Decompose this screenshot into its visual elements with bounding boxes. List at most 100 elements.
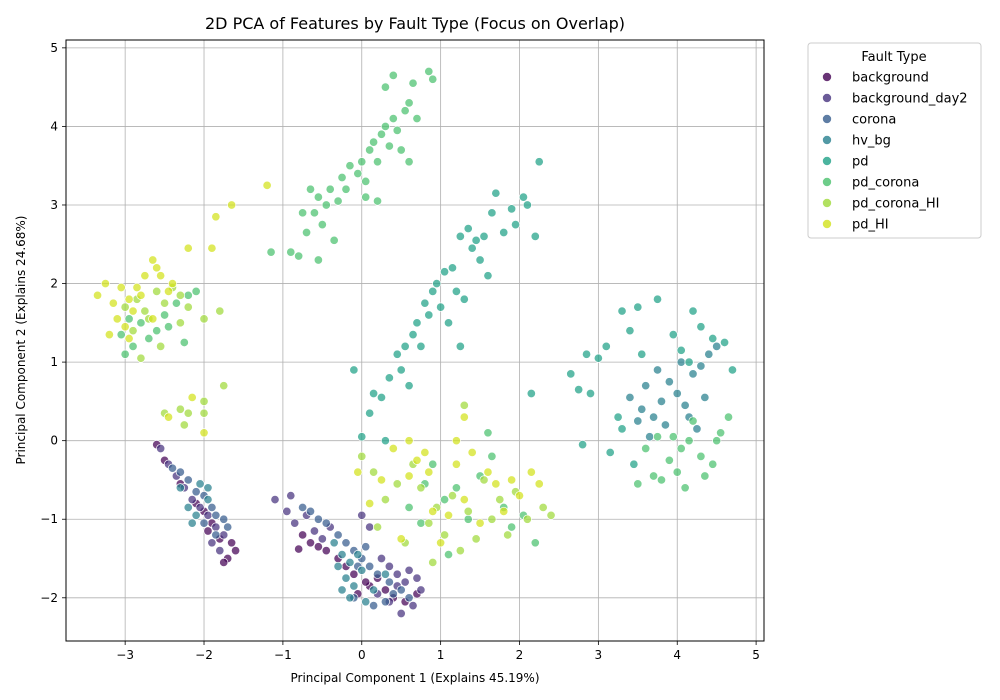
data-point — [175, 467, 185, 477]
data-point — [645, 432, 655, 442]
data-point — [380, 597, 390, 607]
data-point — [471, 534, 481, 544]
data-point — [313, 514, 323, 524]
data-point — [420, 298, 430, 308]
y-tick-label: 4 — [50, 119, 58, 133]
data-point — [499, 506, 509, 516]
data-point — [152, 326, 162, 336]
data-point — [262, 180, 272, 190]
data-point — [207, 502, 217, 512]
data-point — [451, 459, 461, 469]
data-point — [361, 192, 371, 202]
data-point — [467, 447, 477, 458]
data-point — [530, 538, 540, 548]
data-point — [345, 557, 355, 567]
data-point — [372, 522, 383, 532]
data-point — [203, 510, 213, 520]
data-point — [526, 388, 536, 399]
data-point — [357, 432, 367, 442]
data-point — [376, 129, 387, 139]
legend-marker — [822, 135, 832, 145]
data-point — [404, 471, 414, 481]
legend-label: hv_bg — [852, 134, 891, 149]
data-point — [384, 373, 394, 383]
data-point — [191, 487, 201, 497]
data-point — [152, 263, 162, 273]
data-point — [511, 220, 521, 230]
data-point — [349, 365, 359, 375]
data-point — [443, 318, 454, 328]
data-point — [463, 514, 473, 524]
data-point — [716, 428, 726, 438]
data-point — [211, 510, 221, 520]
data-point — [365, 145, 375, 155]
data-point — [534, 479, 544, 489]
data-point — [696, 451, 706, 461]
x-tick-label: 5 — [752, 648, 760, 662]
data-point — [365, 408, 375, 418]
data-point — [183, 408, 193, 418]
x-tick-label: 2 — [516, 648, 524, 662]
data-point — [412, 573, 422, 583]
data-point — [428, 459, 438, 469]
data-point — [479, 475, 489, 485]
data-point — [684, 436, 694, 446]
data-point — [357, 565, 367, 575]
data-point — [436, 302, 446, 312]
data-point — [633, 416, 643, 426]
data-point — [104, 330, 114, 340]
data-point — [337, 550, 347, 560]
data-point — [187, 518, 197, 528]
data-point — [199, 428, 209, 438]
data-point — [518, 192, 528, 202]
legend-marker — [822, 177, 832, 187]
data-point — [187, 392, 197, 403]
data-point — [400, 577, 410, 587]
data-point — [376, 553, 387, 564]
data-point — [167, 278, 178, 289]
data-point — [652, 365, 663, 375]
data-point — [546, 510, 556, 520]
x-tick-label: 4 — [673, 648, 681, 662]
data-point — [443, 550, 454, 560]
data-point — [412, 114, 422, 124]
x-tick-label: −3 — [116, 648, 134, 662]
data-point — [447, 263, 458, 273]
data-point — [487, 208, 497, 218]
data-point — [376, 475, 387, 485]
data-point — [566, 369, 576, 379]
data-point — [341, 538, 351, 548]
data-point — [483, 467, 493, 477]
data-point — [124, 333, 134, 344]
data-point — [696, 322, 706, 332]
y-tick-label: −1 — [40, 512, 58, 526]
data-point — [317, 220, 327, 230]
data-point — [333, 196, 343, 206]
data-point — [507, 475, 517, 485]
data-point — [404, 381, 414, 391]
data-point — [629, 459, 639, 469]
data-point — [270, 495, 280, 505]
data-point — [219, 530, 229, 540]
data-point — [317, 534, 327, 544]
data-point — [692, 424, 702, 434]
data-point — [396, 585, 406, 595]
data-point — [467, 243, 477, 253]
data-point — [656, 396, 667, 406]
data-point — [408, 330, 418, 340]
data-point — [514, 491, 525, 501]
data-point — [380, 82, 390, 92]
data-point — [309, 208, 319, 218]
x-tick-label: −1 — [274, 648, 292, 662]
data-point — [369, 467, 379, 477]
data-point — [179, 420, 189, 430]
data-point — [175, 483, 185, 493]
data-point — [156, 443, 166, 454]
data-point — [503, 530, 513, 540]
data-point — [302, 227, 312, 238]
data-point — [361, 597, 371, 607]
data-point — [633, 479, 643, 489]
data-point — [388, 443, 398, 454]
data-point — [191, 510, 201, 520]
data-point — [451, 286, 461, 296]
